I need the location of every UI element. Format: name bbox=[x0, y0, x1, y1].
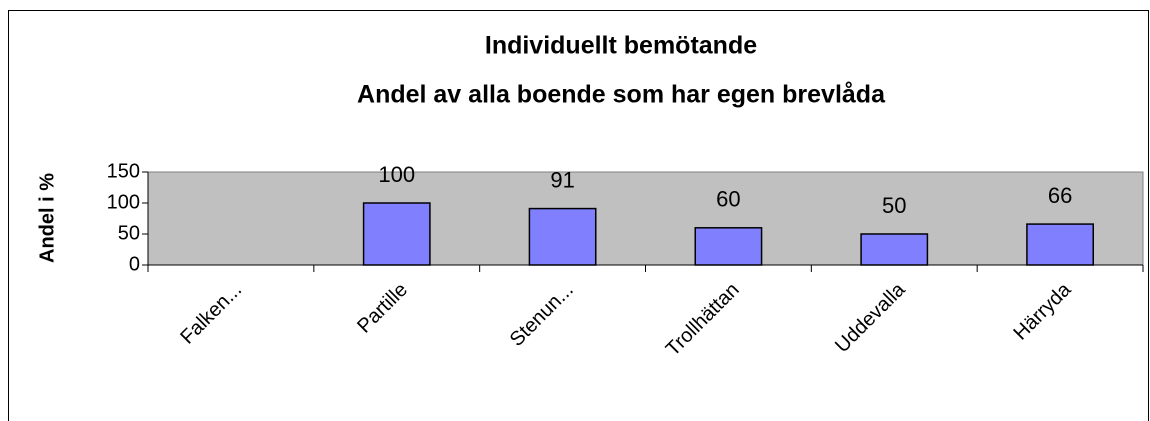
chart-title: Individuellt bemötande bbox=[485, 32, 757, 60]
bar bbox=[528, 207, 597, 266]
value-label: 50 bbox=[882, 193, 906, 218]
bar bbox=[1026, 223, 1094, 266]
chart-subtitle: Andel av alla boende som har egen brevlå… bbox=[357, 81, 886, 109]
y-tick-label: 50 bbox=[118, 222, 140, 244]
y-tick-label: 100 bbox=[107, 191, 140, 213]
bar bbox=[860, 233, 929, 266]
bar bbox=[362, 202, 431, 266]
value-label: 60 bbox=[716, 187, 740, 212]
y-tick-label: 0 bbox=[129, 253, 140, 275]
y-tick-label: 150 bbox=[107, 160, 140, 182]
y-axis-title: Andel i % bbox=[36, 173, 58, 263]
value-label: 100 bbox=[378, 162, 415, 187]
plot-area bbox=[147, 171, 1144, 266]
value-label: 91 bbox=[550, 167, 574, 192]
value-label: 66 bbox=[1048, 183, 1072, 208]
bar bbox=[694, 227, 763, 266]
